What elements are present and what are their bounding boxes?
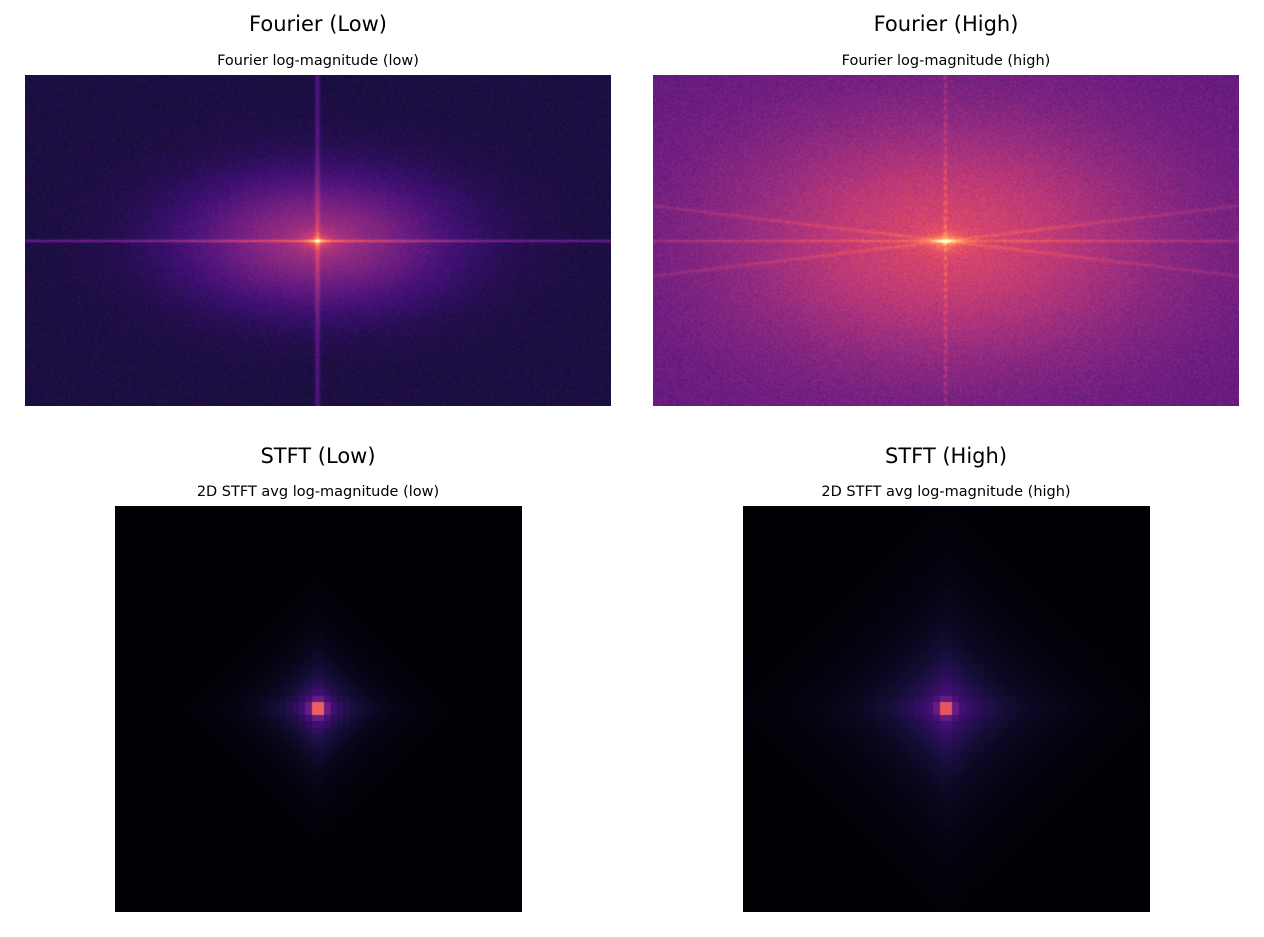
fourier-high-canvas xyxy=(653,75,1239,406)
fourier-low-title: Fourier log-magnitude (low) xyxy=(217,53,419,69)
fourier-low-panel: Fourier (Low) Fourier log-magnitude (low… xyxy=(0,0,636,420)
fourier-low-heatmap xyxy=(25,75,611,406)
stft-high-panel: STFT (High) 2D STFT avg log-magnitude (h… xyxy=(628,432,1264,937)
stft-low-title: 2D STFT avg log-magnitude (low) xyxy=(196,484,440,500)
fourier-high-suptitle: Fourier (High) xyxy=(873,12,1019,36)
fourier-low-suptitle: Fourier (Low) xyxy=(249,12,387,36)
fourier-high-title: Fourier log-magnitude (high) xyxy=(841,53,1051,69)
stft-high-suptitle: STFT (High) xyxy=(884,444,1008,468)
stft-low-panel: STFT (Low) 2D STFT avg log-magnitude (lo… xyxy=(0,432,636,937)
fourier-high-heatmap xyxy=(653,75,1239,406)
stft-high-canvas xyxy=(743,506,1150,912)
fourier-high-panel: Fourier (High) Fourier log-magnitude (hi… xyxy=(628,0,1264,420)
stft-low-suptitle: STFT (Low) xyxy=(260,444,376,468)
stft-high-title: 2D STFT avg log-magnitude (high) xyxy=(821,484,1071,500)
stft-low-canvas xyxy=(115,506,522,912)
stft-low-heatmap xyxy=(115,506,522,912)
fourier-low-canvas xyxy=(25,75,611,406)
stft-high-heatmap xyxy=(743,506,1150,912)
